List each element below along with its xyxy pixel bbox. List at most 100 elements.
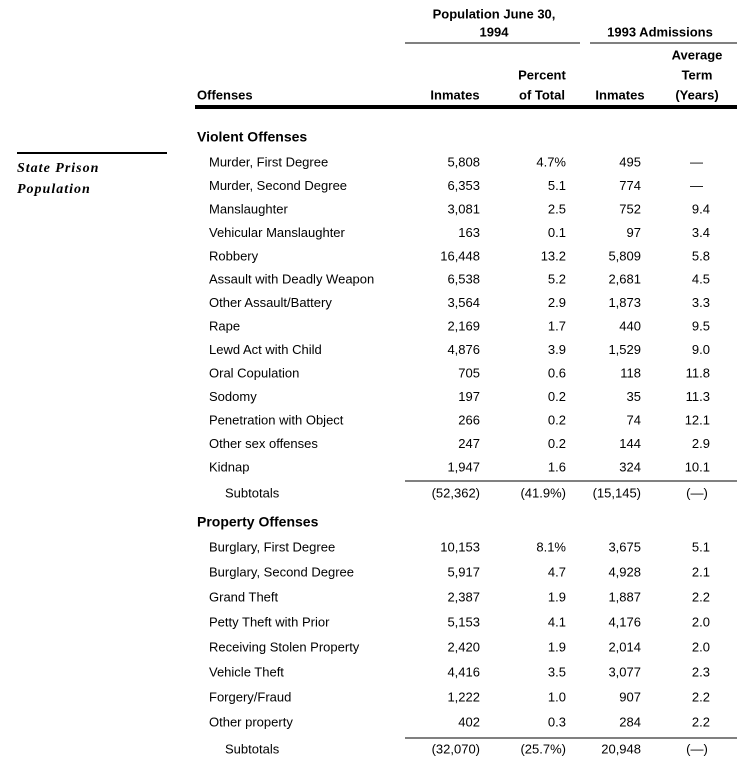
cell: 3,564	[447, 295, 480, 310]
subtotal: (41.9%)	[520, 485, 566, 500]
cell: 3.5	[548, 664, 566, 679]
cell: 266	[458, 412, 480, 427]
offense: Other property	[209, 714, 293, 729]
cell: 1,222	[447, 689, 480, 704]
subtotal: 20,948	[601, 741, 641, 756]
cell: 3.3	[692, 295, 710, 310]
group-header: 1993 Admissions	[607, 24, 713, 39]
cell: 11.3	[686, 389, 710, 404]
cell: 3,675	[608, 539, 641, 554]
cell: 2,681	[608, 272, 641, 287]
cell: 774	[619, 178, 641, 193]
cell: 1.9	[548, 639, 566, 654]
cell: 4.5	[692, 272, 710, 287]
group-header: Population June 30,	[433, 6, 556, 21]
cell: 3,077	[608, 664, 641, 679]
offense: Petty Theft with Prior	[209, 614, 330, 629]
cell: 2.2	[692, 689, 710, 704]
offense: Assault with Deadly Weapon	[209, 272, 374, 287]
subtotal: Subtotals	[225, 741, 280, 756]
subtotal: (32,070)	[432, 741, 480, 756]
offense: Vehicular Manslaughter	[209, 225, 346, 240]
cell: 12.1	[685, 412, 710, 427]
cell: 0.2	[548, 412, 566, 427]
cell: 2.5	[548, 201, 566, 216]
cell: 907	[619, 689, 641, 704]
cell: 5.2	[548, 272, 566, 287]
cell: 5,153	[447, 614, 480, 629]
cell: 495	[619, 154, 641, 169]
cell: 284	[619, 714, 641, 729]
column-header: Inmates	[595, 87, 644, 102]
cell: 5.1	[548, 178, 566, 193]
cell: 2.2	[692, 714, 710, 729]
column-header: (Years)	[675, 87, 718, 102]
offense: Penetration with Object	[209, 412, 344, 427]
offense: Vehicle Theft	[209, 664, 284, 679]
subtotal: (15,145)	[593, 485, 641, 500]
offense: Robbery	[209, 248, 259, 263]
cell: 0.3	[548, 714, 566, 729]
cell: 4,928	[608, 564, 641, 579]
cell: 3,081	[447, 201, 480, 216]
cell: 1,873	[608, 295, 641, 310]
group-header: 1994	[480, 24, 510, 39]
subtotal: (25.7%)	[520, 741, 566, 756]
cell: 1,947	[447, 459, 480, 474]
cell: 4,876	[447, 342, 480, 357]
offense: Burglary, First Degree	[209, 539, 335, 554]
cell: 11.8	[686, 366, 710, 381]
cell: 5,808	[447, 154, 480, 169]
offense: Receiving Stolen Property	[209, 639, 360, 654]
subtotal: (52,362)	[432, 485, 480, 500]
subtotal: (—)	[686, 741, 708, 756]
offense: Kidnap	[209, 459, 249, 474]
cell: 0.1	[548, 225, 566, 240]
offense: Murder, First Degree	[209, 154, 328, 169]
cell: 2.0	[692, 639, 710, 654]
cell: 0.2	[548, 389, 566, 404]
offense: Burglary, Second Degree	[209, 564, 354, 579]
cell: 440	[619, 319, 641, 334]
cell: 4,416	[447, 664, 480, 679]
cell: 247	[458, 436, 480, 451]
offense: Rape	[209, 319, 240, 334]
column-header: Offenses	[197, 87, 253, 102]
section-title: Property Offenses	[197, 514, 319, 530]
cell: 402	[458, 714, 480, 729]
subtotal: Subtotals	[225, 485, 280, 500]
sidebar-title: Population	[17, 182, 91, 197]
cell: 0.2	[548, 436, 566, 451]
cell: 2,014	[608, 639, 641, 654]
offense: Other Assault/Battery	[209, 295, 332, 310]
cell: 5.8	[692, 248, 710, 263]
cell: 4.7	[548, 564, 566, 579]
offense: Murder, Second Degree	[209, 178, 347, 193]
cell: 6,353	[447, 178, 480, 193]
cell: 2,169	[447, 319, 480, 334]
column-header: Percent	[518, 67, 566, 82]
cell: 144	[619, 436, 641, 451]
cell: 5.1	[692, 539, 710, 554]
cell: 2.2	[692, 589, 710, 604]
cell: 74	[627, 412, 641, 427]
cell: 1.0	[548, 689, 566, 704]
cell: 3.4	[692, 225, 710, 240]
cell: 10,153	[440, 539, 480, 554]
offense: Grand Theft	[209, 589, 279, 604]
cell: 1,529	[608, 342, 641, 357]
offense: Manslaughter	[209, 201, 288, 216]
cell: 4,176	[608, 614, 641, 629]
cell: 9.5	[692, 319, 710, 334]
cell: 2,387	[447, 589, 480, 604]
cell: —	[690, 178, 703, 193]
offense: Sodomy	[209, 389, 257, 404]
cell: 163	[458, 225, 480, 240]
cell: 1.6	[548, 459, 566, 474]
cell: 13.2	[541, 248, 566, 263]
offense: Other sex offenses	[209, 436, 318, 451]
cell: 2,420	[447, 639, 480, 654]
cell: 97	[627, 225, 641, 240]
cell: 35	[627, 389, 641, 404]
